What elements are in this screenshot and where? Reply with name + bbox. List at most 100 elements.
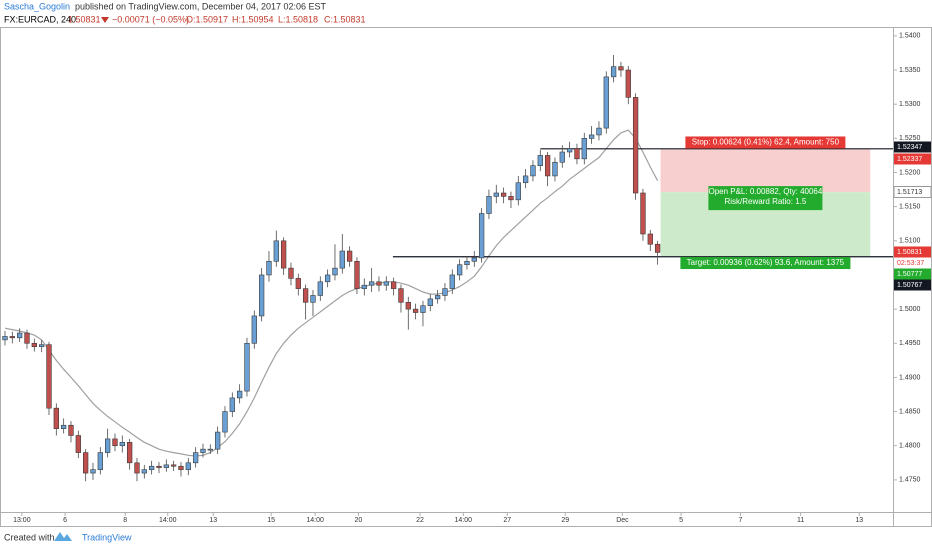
label-bg (680, 257, 851, 270)
down-arrow (101, 17, 109, 23)
x-tick-label: 13 (209, 517, 217, 524)
candle-body (200, 448, 206, 453)
price-label-bg (894, 279, 931, 291)
x-tick-label: 11 (797, 517, 804, 524)
candle-body (346, 250, 353, 262)
y-tick-label: 1.4800 (899, 443, 921, 450)
candle-body (610, 66, 617, 78)
candle-body (17, 332, 23, 339)
last-price: 1.50831 (68, 14, 101, 24)
candle-body (258, 274, 265, 317)
candle-body (537, 155, 543, 166)
candle-body (449, 274, 455, 289)
x-tick-label: 13:00 (13, 517, 31, 524)
label-bg (708, 186, 823, 211)
candle-body (647, 233, 653, 245)
candle-body (126, 442, 133, 464)
author[interactable]: Sascha_Gogolin (4, 1, 70, 11)
created-with: Created with (4, 532, 55, 542)
candle-body (97, 452, 103, 470)
candle-body (420, 305, 426, 313)
candle-body (434, 295, 441, 300)
candle-body (207, 448, 213, 451)
plot: 1.5400 1.5350 1.5300 1.5250 1.5200 1.5150 1.51… (2, 33, 932, 524)
x-tick-label: 29 (561, 517, 569, 524)
y-tick-label: 1.5400 (899, 33, 921, 40)
x-tick-label: 7 (739, 517, 743, 524)
candle-body (618, 66, 624, 71)
candle-body (236, 390, 243, 399)
candle-body (163, 464, 169, 468)
price-label: 1.52337 (897, 156, 922, 163)
candle-body (53, 407, 59, 429)
candle-body (625, 69, 631, 98)
candle-body (632, 97, 639, 194)
price-label: 1.50767 (897, 282, 922, 289)
candle-body (566, 148, 573, 153)
candle-body (9, 336, 15, 339)
candle-body (456, 264, 463, 276)
x-tick-label: 14:00 (455, 517, 473, 524)
candle-body (156, 465, 162, 468)
candle-body (486, 196, 492, 214)
price-label: 1.51713 (897, 189, 922, 196)
candle-body (515, 182, 521, 201)
candle-body (522, 175, 529, 184)
candle-body (390, 281, 397, 289)
candle-body (83, 452, 89, 474)
candle-body (24, 332, 30, 344)
candle-body (214, 431, 221, 450)
candle-body (251, 315, 257, 344)
change: −0.00071 (−0.05%) (112, 14, 189, 24)
close: C:1.50831 (324, 14, 366, 24)
candle-body (559, 151, 565, 163)
candle-body (280, 240, 287, 269)
candle-body (170, 464, 177, 467)
price-label-bg (894, 141, 931, 153)
candle-body (295, 278, 301, 289)
published: published on TradingView.com, December 0… (75, 1, 326, 11)
candle-body (376, 281, 382, 286)
candle-body (581, 138, 587, 160)
candle-body (105, 438, 111, 453)
x-tick-label: 13 (855, 517, 863, 524)
candle-body (588, 134, 595, 139)
y-tick-label: 1.5000 (899, 306, 921, 313)
position-label: Open P&L: 0.00882, Qty: 40064 (708, 187, 822, 196)
price-label-bg (893, 186, 932, 198)
candle-body (493, 192, 499, 197)
candle-body (185, 462, 191, 470)
price-label: 1.50777 (897, 271, 922, 278)
candle-body (471, 257, 477, 262)
price-label: 1.50831 (897, 249, 922, 256)
candle-body (412, 308, 419, 313)
candle-body (46, 344, 52, 409)
y-tick-label: 1.4900 (899, 374, 921, 381)
candle-body (222, 411, 228, 433)
label-bg (685, 136, 846, 149)
x-tick-label: 5 (679, 517, 683, 524)
timer: 02:53:37 (897, 260, 924, 267)
brand[interactable]: TradingView (82, 532, 132, 542)
candle-body (544, 155, 551, 177)
x-tick-label: 6 (63, 517, 67, 524)
candle-body (273, 240, 279, 262)
candle-body (508, 196, 514, 201)
candle-body (500, 192, 507, 197)
price-label: 1.52347 (897, 144, 922, 151)
candle-body (68, 424, 74, 436)
low: L:1.50818 (278, 14, 318, 24)
candle-body (552, 161, 558, 177)
candle-body (427, 298, 433, 307)
candle-body (148, 465, 155, 470)
candle-body (112, 438, 118, 447)
y-tick-label: 1.5300 (899, 101, 921, 108)
candle-body (266, 261, 272, 276)
y-tick-label: 1.4950 (899, 340, 921, 347)
y-tick-label: 1.5200 (899, 169, 921, 176)
candle-body (31, 342, 37, 347)
x-tick-label: 20 (355, 517, 363, 524)
candle-body (302, 288, 309, 303)
candle-body (310, 295, 316, 303)
x-tick-label: 14:00 (306, 517, 324, 524)
